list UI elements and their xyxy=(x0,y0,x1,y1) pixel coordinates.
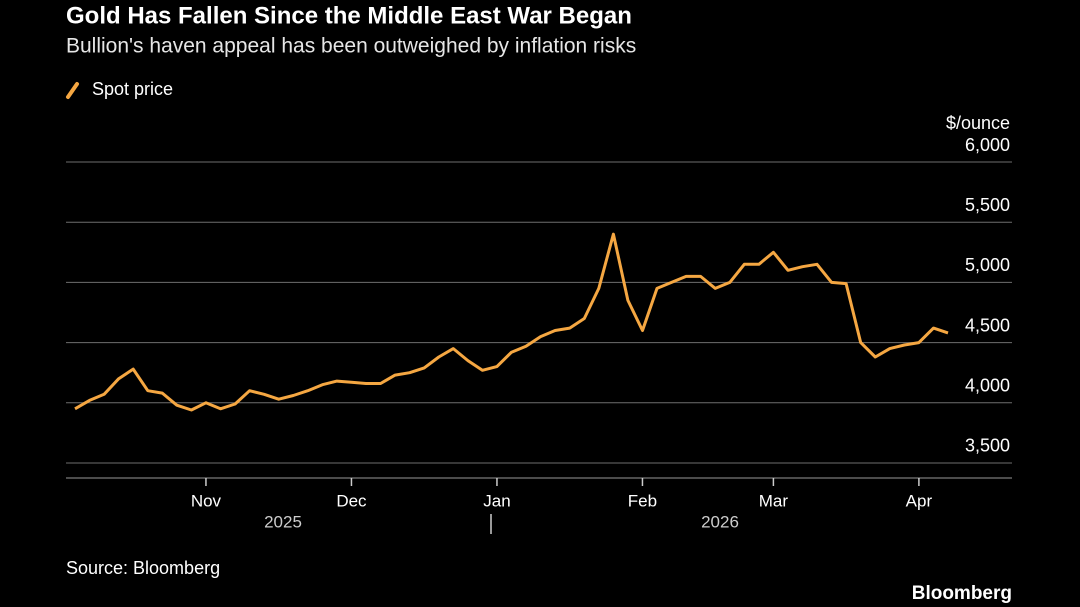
y-tick-label: 3,500 xyxy=(965,436,1010,456)
year-label: 2025 xyxy=(264,512,302,531)
legend-label: Spot price xyxy=(92,79,173,99)
source: Source: Bloomberg xyxy=(66,558,220,578)
y-axis-label: $/ounce xyxy=(946,113,1010,133)
brand: Bloomberg xyxy=(912,583,1012,604)
chart-title: Gold Has Fallen Since the Middle East Wa… xyxy=(66,2,632,29)
legend-swatch xyxy=(66,82,79,99)
x-tick-label: Mar xyxy=(759,491,789,510)
x-tick-label: Nov xyxy=(191,491,222,510)
y-tick-label: 5,500 xyxy=(965,195,1010,215)
year-label: 2026 xyxy=(701,512,739,531)
price-line xyxy=(74,232,949,412)
chart-subtitle: Bullion's haven appeal has been outweigh… xyxy=(66,35,636,58)
y-tick-label: 4,500 xyxy=(965,315,1010,335)
x-tick-label: Jan xyxy=(483,491,510,510)
y-tick-label: 5,000 xyxy=(965,255,1010,275)
y-tick-label: 4,000 xyxy=(965,376,1010,396)
x-tick-label: Apr xyxy=(906,491,933,510)
x-tick-label: Dec xyxy=(336,491,367,510)
x-tick-label: Feb xyxy=(628,491,657,510)
y-tick-label: 6,000 xyxy=(965,135,1010,155)
